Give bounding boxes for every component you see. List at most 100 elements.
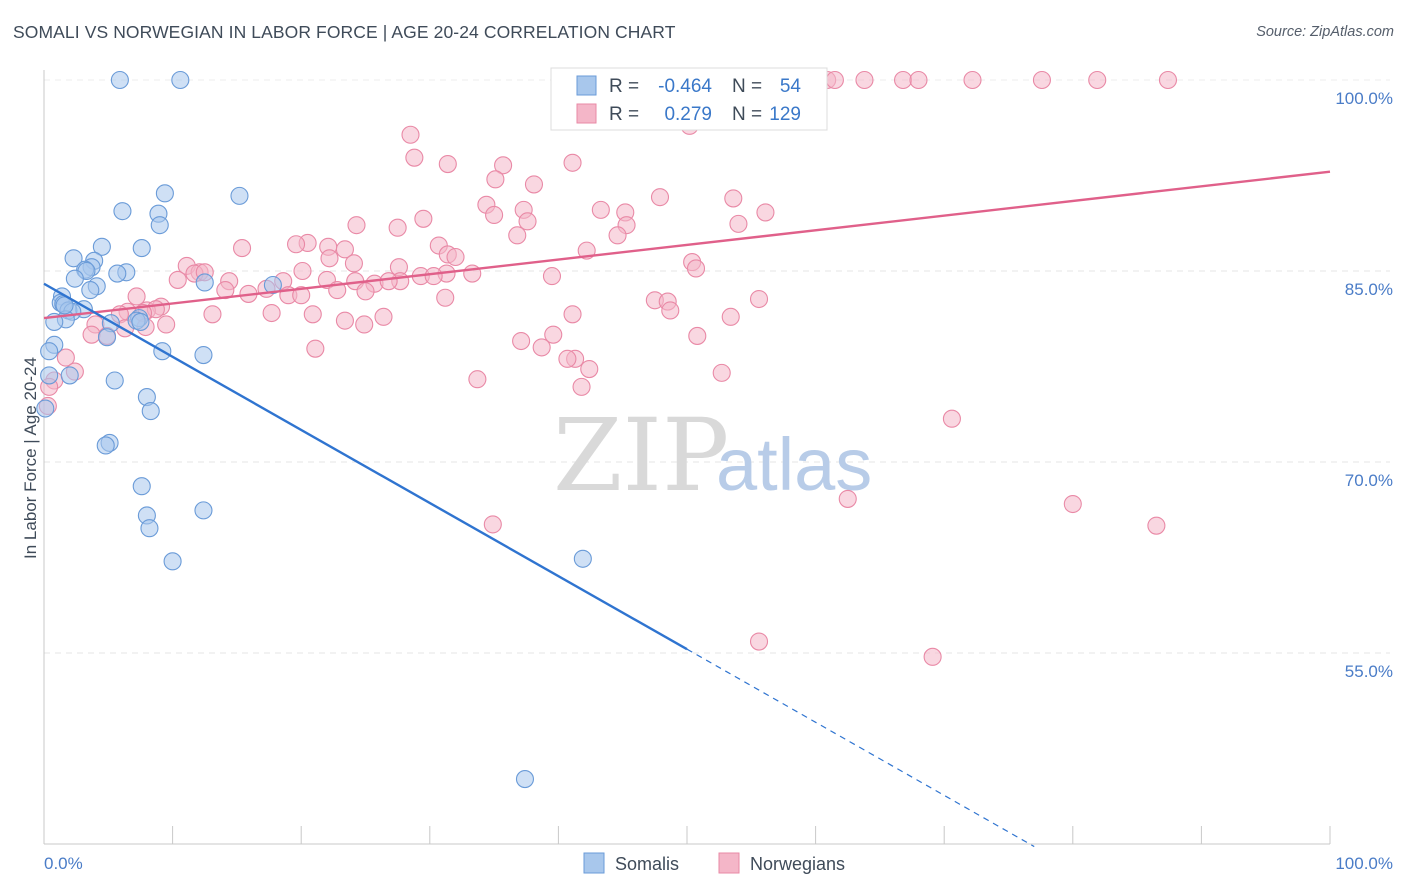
somali-point bbox=[132, 477, 151, 496]
watermark-zip: ZIP bbox=[553, 397, 729, 514]
somali-point bbox=[132, 239, 151, 258]
norwegian-point bbox=[712, 363, 731, 382]
somali-point bbox=[96, 436, 115, 455]
x-tick-label: 0.0% bbox=[44, 854, 83, 873]
norwegian-point bbox=[721, 307, 740, 326]
somali-point bbox=[515, 770, 535, 789]
norwegian-point bbox=[1147, 516, 1166, 535]
somali-point bbox=[40, 366, 59, 385]
legend-box bbox=[550, 67, 828, 131]
norwegian-point bbox=[436, 288, 455, 307]
norwegian-point bbox=[293, 261, 312, 281]
norwegian-point bbox=[424, 267, 443, 286]
norwegian-point bbox=[82, 325, 101, 344]
norwegian-point bbox=[374, 307, 393, 326]
norwegian-point bbox=[563, 153, 582, 172]
norwegian-point bbox=[486, 170, 505, 189]
norwegian-trend-line bbox=[43, 170, 1331, 320]
legend-r-label-2: R = bbox=[609, 104, 639, 125]
legend-n-value-1: 54 bbox=[780, 76, 802, 97]
norwegian-point bbox=[572, 377, 591, 396]
norwegian-point bbox=[438, 154, 457, 174]
x-tick-labels: 0.0% 100.0% bbox=[44, 854, 1393, 873]
norwegian-point bbox=[893, 70, 913, 90]
norwegian-point bbox=[494, 156, 513, 175]
norwegian-point bbox=[838, 489, 857, 508]
norwegian-point bbox=[518, 212, 537, 231]
norwegian-point bbox=[203, 305, 222, 324]
source-label: Source: ZipAtlas.com bbox=[1256, 24, 1394, 40]
norwegian-point bbox=[306, 339, 325, 358]
norwegian-point bbox=[388, 218, 407, 237]
somali-point bbox=[171, 70, 190, 90]
norwegian-point bbox=[292, 286, 311, 305]
norwegian-point bbox=[1032, 70, 1051, 90]
norwegian-point bbox=[756, 203, 775, 222]
bottom-legend-swatch-norwegians bbox=[718, 852, 740, 874]
norwegian-point bbox=[544, 325, 563, 344]
norwegian-point bbox=[168, 270, 187, 289]
legend-n-label-1: N = bbox=[732, 76, 762, 97]
norwegian-point bbox=[749, 632, 769, 651]
norwegian-point bbox=[855, 70, 874, 90]
norwegian-point bbox=[355, 315, 374, 334]
legend: R = -0.464 N = 54 R = 0.279 N = 129 bbox=[550, 67, 828, 131]
norwegian-point bbox=[379, 272, 398, 291]
somali-point bbox=[36, 399, 55, 418]
bottom-legend-norwegians: Norwegians bbox=[750, 854, 845, 874]
norwegian-point bbox=[1088, 70, 1107, 90]
somali-point bbox=[113, 202, 132, 221]
norwegian-point bbox=[157, 315, 176, 334]
somali-point bbox=[163, 552, 182, 571]
somali-point bbox=[230, 186, 249, 205]
norwegian-point bbox=[563, 305, 582, 324]
legend-r-label-1: R = bbox=[609, 76, 639, 97]
bottom-legend-swatch-somalis bbox=[583, 852, 605, 874]
somali-point bbox=[195, 273, 214, 292]
norwegian-point bbox=[532, 338, 551, 357]
somali-point bbox=[140, 519, 159, 538]
chart-title: SOMALI VS NORWEGIAN IN LABOR FORCE | AGE… bbox=[13, 22, 676, 42]
norwegian-point bbox=[344, 254, 363, 273]
norwegian-point bbox=[686, 259, 706, 278]
norwegian-point bbox=[524, 175, 544, 194]
norwegian-point bbox=[232, 239, 252, 258]
norwegian-point bbox=[56, 348, 75, 367]
norwegian-point bbox=[963, 70, 982, 90]
legend-swatch-norwegians bbox=[576, 103, 597, 124]
norwegian-point bbox=[661, 301, 680, 320]
legend-r-value-1: -0.464 bbox=[658, 76, 712, 97]
somali-point bbox=[141, 402, 160, 421]
norwegian-point bbox=[749, 289, 769, 309]
norwegian-point bbox=[724, 189, 743, 208]
somali-point bbox=[105, 371, 124, 390]
norwegian-point bbox=[414, 209, 433, 228]
norwegian-point bbox=[468, 370, 487, 389]
somali-point bbox=[263, 275, 282, 295]
somali-point bbox=[65, 269, 84, 288]
norwegian-point bbox=[1158, 70, 1178, 90]
norwegian-point bbox=[335, 311, 354, 330]
somali-point bbox=[40, 342, 59, 361]
norwegian-point bbox=[591, 200, 610, 219]
somali-point bbox=[64, 249, 83, 268]
somali-trend-line bbox=[43, 282, 688, 651]
watermark: ZIP atlas bbox=[553, 397, 872, 514]
somali-point bbox=[155, 184, 174, 203]
bottom-legend: Somalis Norwegians bbox=[583, 852, 845, 874]
norwegian-point bbox=[650, 188, 670, 207]
somali-trend-extension bbox=[686, 648, 1035, 848]
norwegian-point bbox=[347, 216, 366, 235]
x-tick-label: 100.0% bbox=[1335, 854, 1393, 873]
somali-point bbox=[81, 281, 100, 300]
somali-point bbox=[194, 501, 213, 520]
norwegian-point bbox=[401, 125, 420, 144]
axes bbox=[43, 70, 1331, 845]
norwegian-point bbox=[542, 267, 562, 286]
legend-n-value-2: 129 bbox=[769, 104, 801, 125]
somali-point bbox=[55, 296, 74, 315]
norwegian-point bbox=[127, 287, 146, 306]
norwegian-point bbox=[508, 226, 527, 245]
y-tick-label: 70.0% bbox=[1345, 471, 1393, 490]
